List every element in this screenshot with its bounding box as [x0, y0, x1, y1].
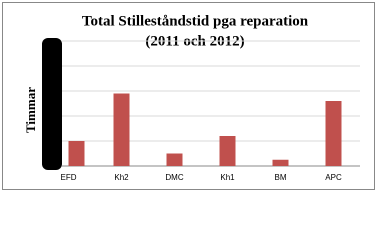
x-tick-label: Kh2	[114, 173, 129, 182]
bar	[68, 141, 85, 166]
chart-title: Total Stilleståndstid pga reparation	[82, 13, 309, 29]
y-axis-bar	[42, 38, 62, 170]
x-tick-label: APC	[325, 173, 342, 182]
x-tick-label: DMC	[165, 173, 183, 182]
x-tick-label: BM	[275, 173, 287, 182]
x-tick-label: Kh1	[220, 173, 235, 182]
bar	[113, 93, 130, 166]
bar	[219, 136, 236, 166]
bar	[166, 153, 183, 166]
chart-border	[2, 2, 375, 190]
bar	[272, 159, 289, 166]
x-tick-label: EFD	[61, 173, 77, 182]
chart: Total Stilleståndstid pga reparation (20…	[2, 2, 375, 190]
y-axis-label: Timmar	[23, 87, 38, 133]
bar	[325, 101, 342, 166]
